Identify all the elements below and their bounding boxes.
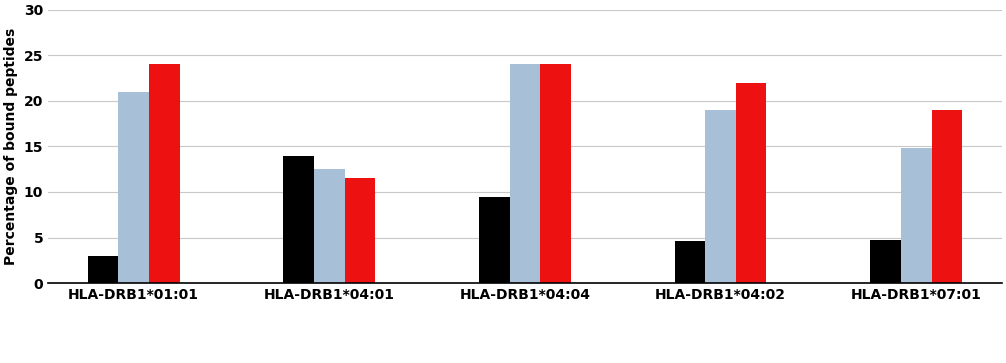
Bar	[149, 64, 179, 283]
Bar	[901, 148, 932, 283]
Bar	[479, 196, 510, 283]
Bar	[119, 92, 149, 283]
Bar	[870, 240, 901, 283]
Bar	[675, 241, 705, 283]
Bar	[345, 178, 375, 283]
Bar	[540, 64, 570, 283]
Bar	[88, 256, 119, 283]
Bar	[284, 155, 314, 283]
Bar	[932, 110, 962, 283]
Y-axis label: Percentage of bound peptides: Percentage of bound peptides	[4, 28, 18, 265]
Bar	[705, 110, 735, 283]
Bar	[735, 83, 767, 283]
Bar	[314, 169, 345, 283]
Bar	[510, 64, 540, 283]
